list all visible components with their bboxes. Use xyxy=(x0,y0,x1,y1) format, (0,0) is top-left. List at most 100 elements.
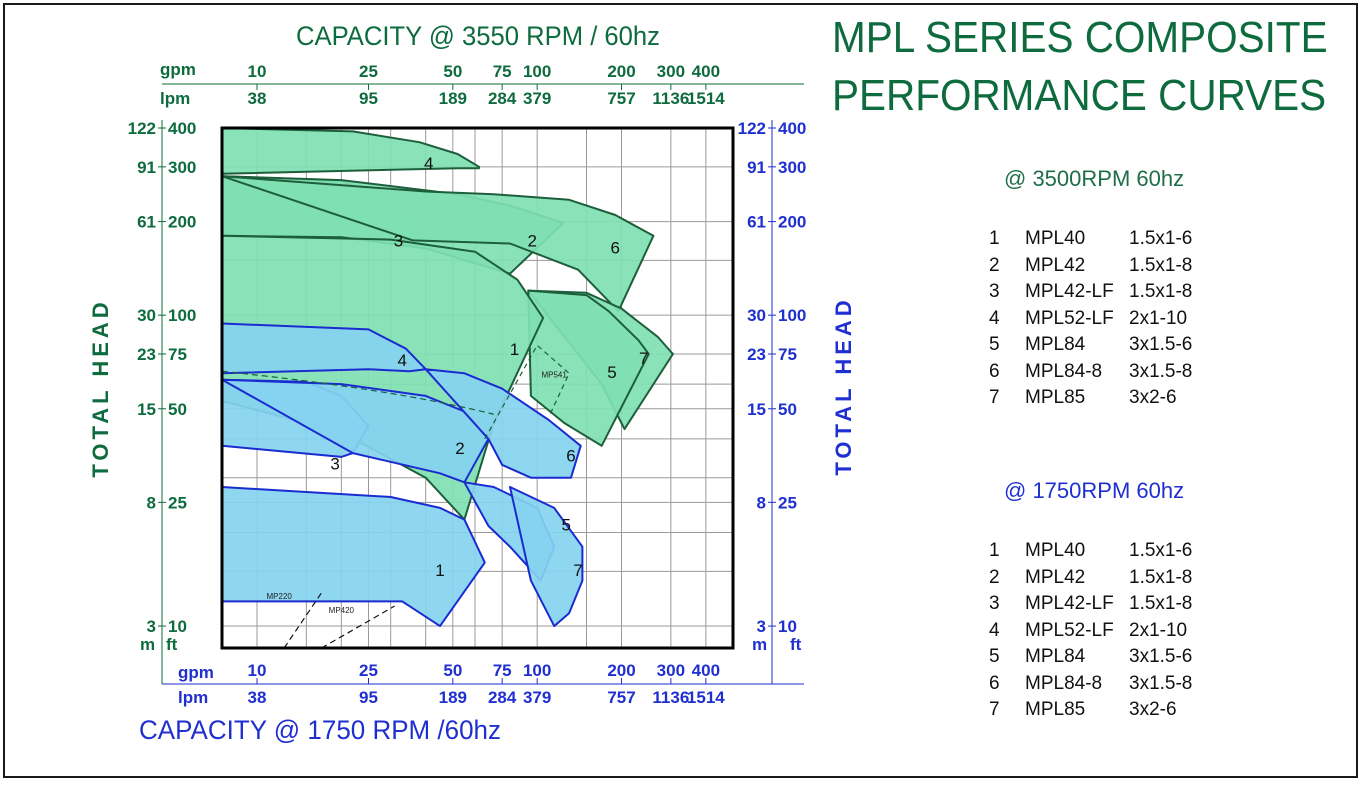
legend-num: 5 xyxy=(989,646,1000,667)
curve-number-label: 3 xyxy=(394,231,403,250)
legend-size: 1.5x1-8 xyxy=(1129,254,1193,276)
right-tick-m: 23 xyxy=(747,345,766,364)
left-tick-m: 61 xyxy=(137,213,156,232)
legend-size: 1.5x1-8 xyxy=(1129,593,1193,614)
mp541-dashed-curve xyxy=(484,344,570,440)
right-tick-m: 91 xyxy=(747,158,766,177)
curve-1750rpm-1 xyxy=(221,486,486,628)
legend-size: 2x1-10 xyxy=(1129,307,1188,329)
legend-model: MPL40 xyxy=(1025,228,1086,249)
legend-model: MPL85 xyxy=(1025,699,1086,720)
curve-3500rpm-6 xyxy=(221,175,655,313)
left-tick-ft: 25 xyxy=(168,493,187,512)
legend-size: 3x2-6 xyxy=(1129,387,1177,408)
top-tick-gpm: 200 xyxy=(607,62,635,81)
top-tick-lpm: 379 xyxy=(523,89,551,108)
legend-model: MPL84 xyxy=(1025,334,1086,355)
legend-model: MPL52-LF xyxy=(1025,307,1114,329)
top-tick-lpm: 1136 xyxy=(652,89,689,108)
bottom-tick-lpm: 284 xyxy=(488,688,517,707)
legend-size: 3x2-6 xyxy=(1129,699,1177,720)
right-tick-m: 8 xyxy=(757,493,766,512)
bottom-tick-lpm: 1514 xyxy=(687,688,725,707)
bottom-tick-gpm: 25 xyxy=(359,661,378,680)
left-tick-ft: 50 xyxy=(168,400,187,419)
curve-1750rpm-4 xyxy=(221,322,427,375)
top-tick-gpm: 100 xyxy=(523,62,551,81)
legend-model: MPL42 xyxy=(1025,254,1086,276)
legend-model: MPL52-LF xyxy=(1025,619,1114,641)
bottom-tick-gpm: 100 xyxy=(523,661,551,680)
left-tick-m: 23 xyxy=(137,345,156,364)
bottom-tick-gpm: 300 xyxy=(657,661,685,680)
legend-heading: @ 3500RPM 60hz xyxy=(1004,166,1185,191)
top-tick-gpm: 25 xyxy=(359,62,378,81)
right-tick-ft: 300 xyxy=(778,158,806,177)
bottom-tick-lpm: 189 xyxy=(439,688,467,707)
right-tick-ft: 75 xyxy=(778,345,797,364)
legend-num: 3 xyxy=(989,281,1000,302)
legend-size: 1.5x1-6 xyxy=(1129,540,1193,561)
legend-model: MPL42-LF xyxy=(1025,593,1114,614)
right-tick-m: 15 xyxy=(747,400,766,419)
left-tick-m: 15 xyxy=(137,400,156,419)
curve-number-label: 4 xyxy=(398,351,407,370)
annotation-label: MP220 xyxy=(267,592,293,601)
bottom-tick-lpm: 95 xyxy=(359,688,378,707)
legend-num: 6 xyxy=(989,360,1000,382)
curve-number-label: 6 xyxy=(611,239,620,258)
page-title-line2: PERFORMANCE CURVES xyxy=(832,71,1327,120)
top-tick-lpm: 284 xyxy=(488,89,517,108)
legend-num: 3 xyxy=(989,593,1000,614)
legend-model: MPL42 xyxy=(1025,566,1086,588)
right-tick-m: 122 xyxy=(738,119,766,138)
top-tick-gpm: 10 xyxy=(248,62,267,81)
top-tick-gpm: 75 xyxy=(493,62,512,81)
top-tick-lpm: 757 xyxy=(607,89,635,108)
legend-size: 3x1.5-8 xyxy=(1129,360,1193,382)
legend-num: 2 xyxy=(989,566,1000,588)
bottom-tick-gpm: 75 xyxy=(493,661,512,680)
legend-size: 1.5x1-8 xyxy=(1129,566,1193,588)
curve-number-label: 4 xyxy=(424,154,433,173)
legend-size: 3x1.5-6 xyxy=(1129,646,1193,667)
legend-size: 1.5x1-8 xyxy=(1129,281,1193,302)
plot-frame xyxy=(220,126,735,650)
legend-num: 1 xyxy=(989,228,1000,249)
curve-number-label: 1 xyxy=(435,561,444,580)
bottom-tick-gpm: 200 xyxy=(607,661,635,680)
right-tick-ft: 10 xyxy=(778,617,797,636)
left-tick-ft: 400 xyxy=(168,119,196,138)
legend-num: 6 xyxy=(989,672,1000,694)
legend-model: MPL84 xyxy=(1025,646,1086,667)
legend-model: MPL85 xyxy=(1025,387,1086,408)
legend-size: 3x1.5-6 xyxy=(1129,334,1193,355)
curve-number-label: 7 xyxy=(573,561,582,580)
curve-number-label: 5 xyxy=(562,515,571,534)
left-tick-m: 91 xyxy=(137,158,156,177)
annotation-label: MP420 xyxy=(329,606,355,615)
right-tick-ft: 200 xyxy=(778,213,806,232)
right-tick-m: 30 xyxy=(747,306,766,325)
bottom-axis-unit-gpm: gpm xyxy=(178,663,214,682)
top-tick-gpm: 400 xyxy=(692,62,720,81)
left-tick-m: 122 xyxy=(128,119,156,138)
right-tick-ft: 100 xyxy=(778,306,806,325)
curve-number-label: 1 xyxy=(510,340,519,359)
bottom-tick-gpm: 50 xyxy=(443,661,462,680)
right-axis-title: TOTAL HEAD xyxy=(831,296,856,475)
bottom-tick-gpm: 400 xyxy=(692,661,720,680)
curve-3500rpm-5 xyxy=(527,289,650,447)
top-tick-lpm: 95 xyxy=(359,89,378,108)
right-tick-ft: 400 xyxy=(778,119,806,138)
legend-model: MPL40 xyxy=(1025,540,1086,561)
outer-frame xyxy=(3,3,1358,778)
left-tick-ft: 300 xyxy=(168,158,196,177)
mp420-dashed-line xyxy=(321,605,395,649)
right-unit-ft: ft xyxy=(790,635,802,654)
legend-num: 7 xyxy=(989,387,1000,408)
legend-model: MPL42-LF xyxy=(1025,281,1114,302)
curve-number-label: 3 xyxy=(330,454,339,473)
bottom-axis-title: CAPACITY @ 1750 RPM /60hz xyxy=(139,715,501,745)
